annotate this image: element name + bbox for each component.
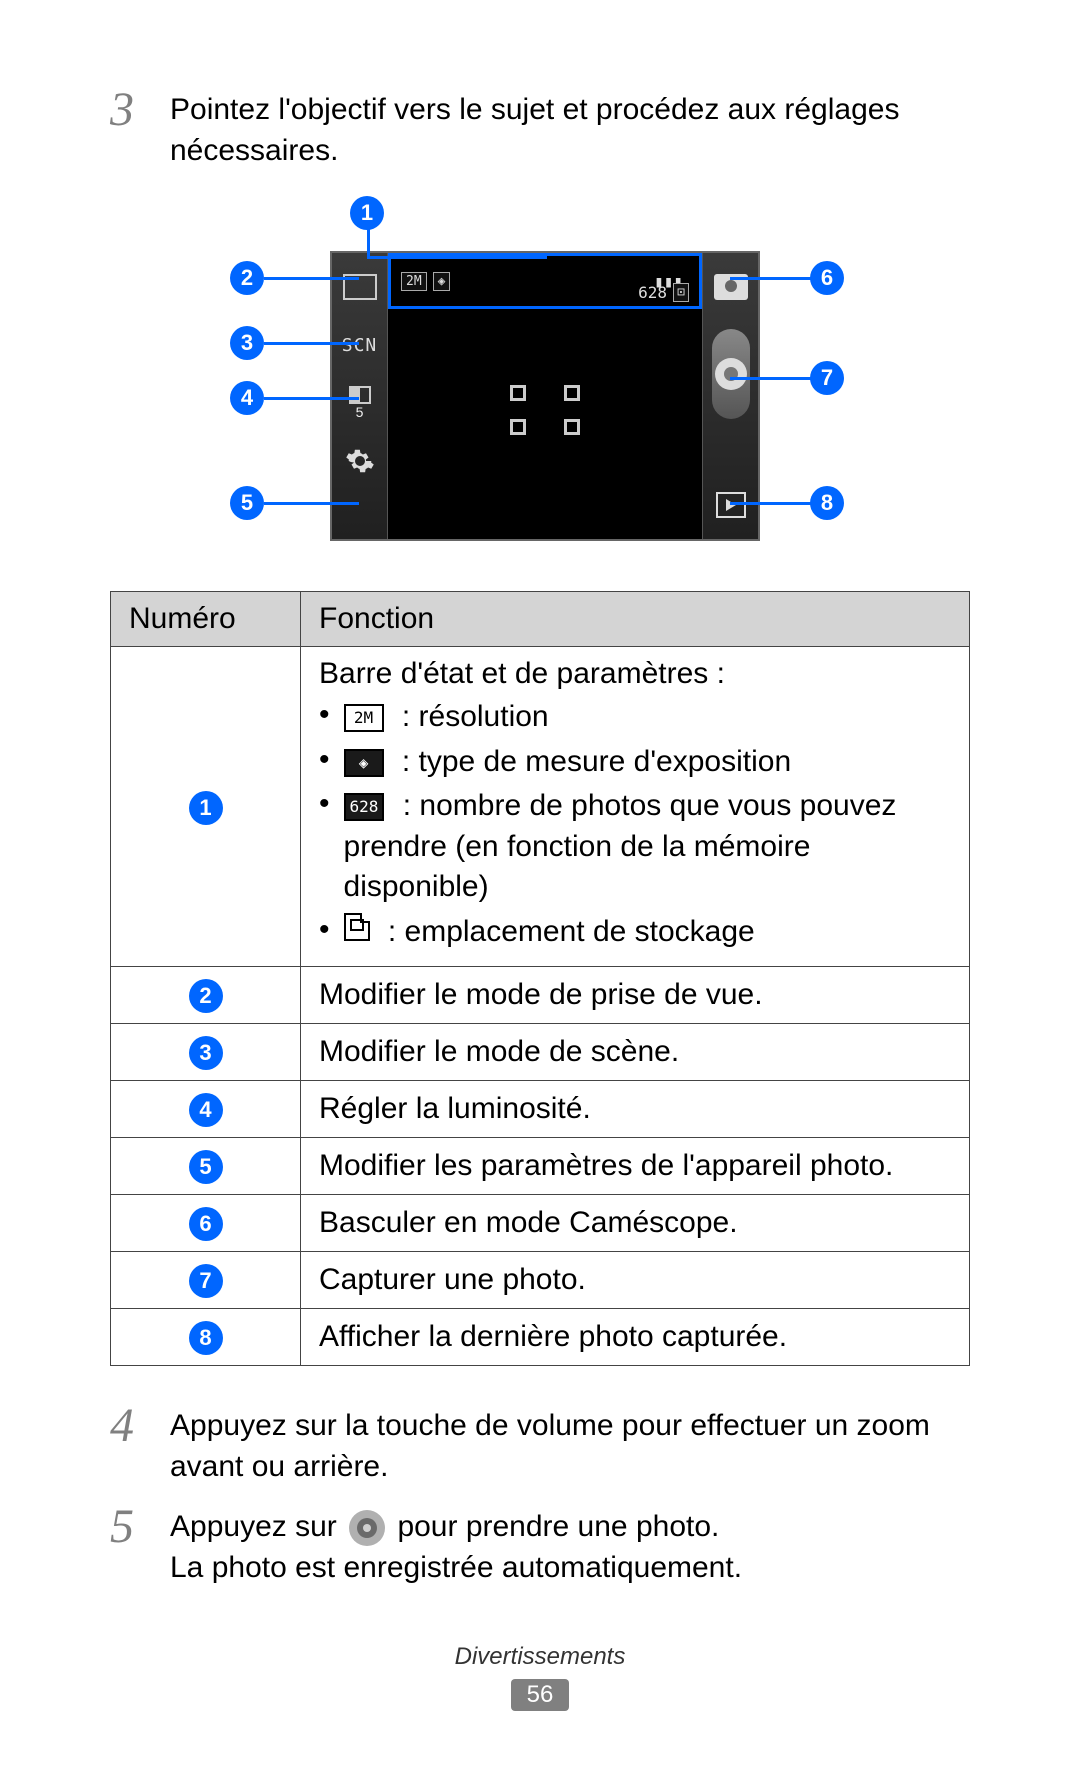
exposure-value: 5 — [356, 404, 364, 420]
status-resolution: 2M — [401, 272, 427, 291]
header-numero: Numéro — [111, 592, 301, 647]
footer-section: Divertissements — [0, 1643, 1080, 1671]
shutter-inline-icon — [349, 1510, 385, 1546]
leader-2 — [264, 277, 359, 280]
row-4-text: Régler la luminosité. — [301, 1081, 970, 1138]
row-1-b2: : type de mesure d'exposition — [394, 745, 792, 778]
row-2-text: Modifier le mode de prise de vue. — [301, 967, 970, 1024]
row-6-text: Basculer en mode Caméscope. — [301, 1195, 970, 1252]
step-5-number: 5 — [110, 1503, 170, 1551]
callout-6: 6 — [810, 261, 844, 295]
row-1-b3: : nombre de photos que vous pouvez prend… — [344, 789, 897, 903]
leader-1h — [367, 256, 547, 259]
gallery-button[interactable] — [711, 485, 751, 525]
table-row: 7 Capturer une photo. — [111, 1252, 970, 1309]
row-7-text: Capturer une photo. — [301, 1252, 970, 1309]
camera-left-bar: SCN 5 — [332, 253, 388, 539]
callout-2: 2 — [230, 261, 264, 295]
callout-1: 1 — [350, 196, 384, 230]
camera-diagram: 1 2 3 4 5 6 7 8 SCN — [110, 196, 970, 556]
count-icon: 628 — [344, 793, 385, 821]
step-4: 4 Appuyez sur la touche de volume pour e… — [110, 1406, 970, 1487]
header-fonction: Fonction — [301, 592, 970, 647]
row-1-content: Barre d'état et de paramètres : 2M : rés… — [301, 647, 970, 967]
step-5: 5 Appuyez sur pour prendre une photo. La… — [110, 1507, 970, 1588]
row-num-3: 3 — [189, 1036, 223, 1070]
page-content: 3 Pointez l'objectif vers le sujet et pr… — [0, 0, 1080, 1588]
row-num-4: 4 — [189, 1093, 223, 1127]
table-row: 1 Barre d'état et de paramètres : 2M : r… — [111, 647, 970, 967]
storage-icon: ⊡ — [673, 283, 689, 302]
page-footer: Divertissements 56 — [0, 1643, 1080, 1711]
row-num-5: 5 — [189, 1150, 223, 1184]
step-5-text-c: La photo est enregistrée automatiquement… — [170, 1551, 742, 1584]
leader-7 — [730, 377, 812, 380]
status-metering-icon: ◈ — [433, 272, 451, 291]
camera-right-bar — [702, 253, 758, 539]
row-3-text: Modifier le mode de scène. — [301, 1024, 970, 1081]
leader-5 — [264, 502, 359, 505]
shutter-button[interactable] — [712, 329, 750, 419]
step-5-text-b: pour prendre une photo. — [397, 1510, 719, 1543]
table-row: 8 Afficher la dernière photo capturée. — [111, 1309, 970, 1366]
step-4-number: 4 — [110, 1402, 170, 1450]
gear-icon — [345, 446, 375, 476]
storage-location-icon — [344, 913, 370, 941]
step-3-number: 3 — [110, 86, 170, 134]
camcorder-button[interactable] — [711, 267, 751, 307]
row-num-2: 2 — [189, 979, 223, 1013]
table-header-row: Numéro Fonction — [111, 592, 970, 647]
row-8-text: Afficher la dernière photo capturée. — [301, 1309, 970, 1366]
leader-1v — [367, 228, 370, 256]
row-1-b4: : emplacement de stockage — [380, 915, 755, 948]
mode-button[interactable] — [340, 267, 380, 307]
scene-button[interactable]: SCN — [340, 325, 380, 365]
settings-button[interactable] — [340, 441, 380, 481]
metering-icon: ◈ — [344, 749, 384, 777]
leader-3 — [264, 342, 359, 345]
step-5-text-a: Appuyez sur — [170, 1510, 345, 1543]
exposure-button[interactable]: 5 — [340, 383, 380, 423]
step-3-text: Pointez l'objectif vers le sujet et proc… — [170, 90, 970, 171]
table-row: 5 Modifier les paramètres de l'appareil … — [111, 1138, 970, 1195]
status-count: 628 — [638, 283, 667, 302]
step-4-text: Appuyez sur la touche de volume pour eff… — [170, 1406, 970, 1487]
function-table: Numéro Fonction 1 Barre d'état et de par… — [110, 591, 970, 1366]
step-3: 3 Pointez l'objectif vers le sujet et pr… — [110, 90, 970, 171]
callout-3: 3 — [230, 326, 264, 360]
camera-viewfinder: 2M ◈ ▮▮▮ 628 ⊡ — [388, 253, 702, 539]
table-row: 6 Basculer en mode Caméscope. — [111, 1195, 970, 1252]
table-row: 3 Modifier le mode de scène. — [111, 1024, 970, 1081]
row-1-title: Barre d'état et de paramètres : — [319, 657, 951, 691]
camera-status-bar: 2M ◈ ▮▮▮ 628 ⊡ — [388, 253, 702, 309]
focus-brackets — [510, 385, 580, 435]
callout-5: 5 — [230, 486, 264, 520]
row-num-8: 8 — [189, 1321, 223, 1355]
callout-7: 7 — [810, 361, 844, 395]
row-num-1: 1 — [189, 791, 223, 825]
step-5-text: Appuyez sur pour prendre une photo. La p… — [170, 1507, 970, 1588]
camera-screen: SCN 5 2M ◈ — [330, 251, 760, 541]
row-1-b1: : résolution — [394, 700, 549, 733]
row-5-text: Modifier les paramètres de l'appareil ph… — [301, 1138, 970, 1195]
leader-4 — [264, 397, 359, 400]
callout-4: 4 — [230, 381, 264, 415]
footer-page-number: 56 — [511, 1679, 570, 1711]
row-num-6: 6 — [189, 1207, 223, 1241]
resolution-icon: 2M — [344, 704, 384, 732]
table-row: 2 Modifier le mode de prise de vue. — [111, 967, 970, 1024]
callout-8: 8 — [810, 486, 844, 520]
leader-6 — [730, 277, 812, 280]
leader-8 — [730, 502, 812, 505]
table-row: 4 Régler la luminosité. — [111, 1081, 970, 1138]
row-num-7: 7 — [189, 1264, 223, 1298]
